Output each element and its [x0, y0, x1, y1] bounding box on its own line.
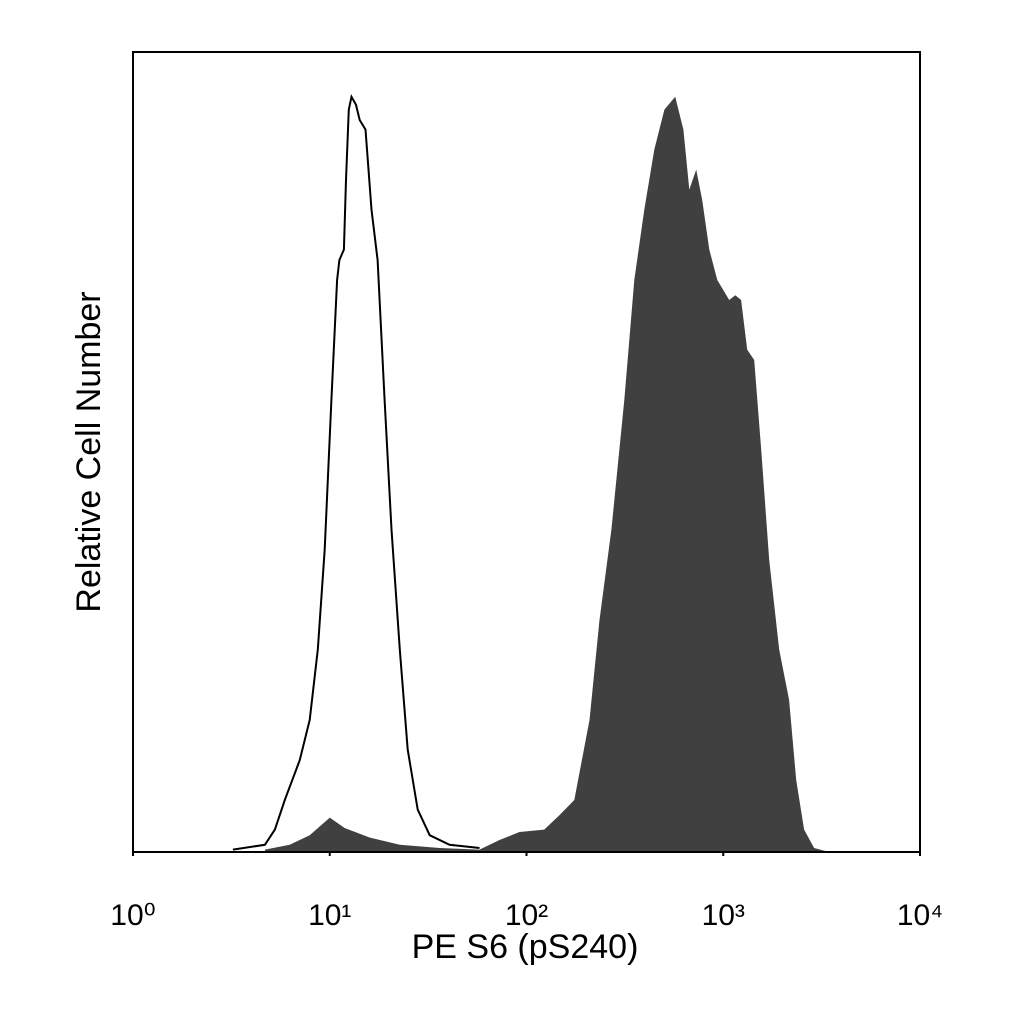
x-tick-label: 10⁰ [110, 899, 155, 932]
x-tick-label: 10³ [702, 899, 745, 932]
x-tick-label: 10² [505, 899, 548, 932]
x-tick-label: 10¹ [308, 899, 351, 932]
histogram-outline [232, 93, 480, 851]
y-axis-title: Relative Cell Number [70, 291, 108, 612]
histogram-area [264, 96, 830, 853]
x-axis-title: PE S6 (pS240) [412, 928, 639, 966]
plot-frame [132, 51, 921, 853]
x-tick-label: 10⁴ [897, 899, 943, 932]
